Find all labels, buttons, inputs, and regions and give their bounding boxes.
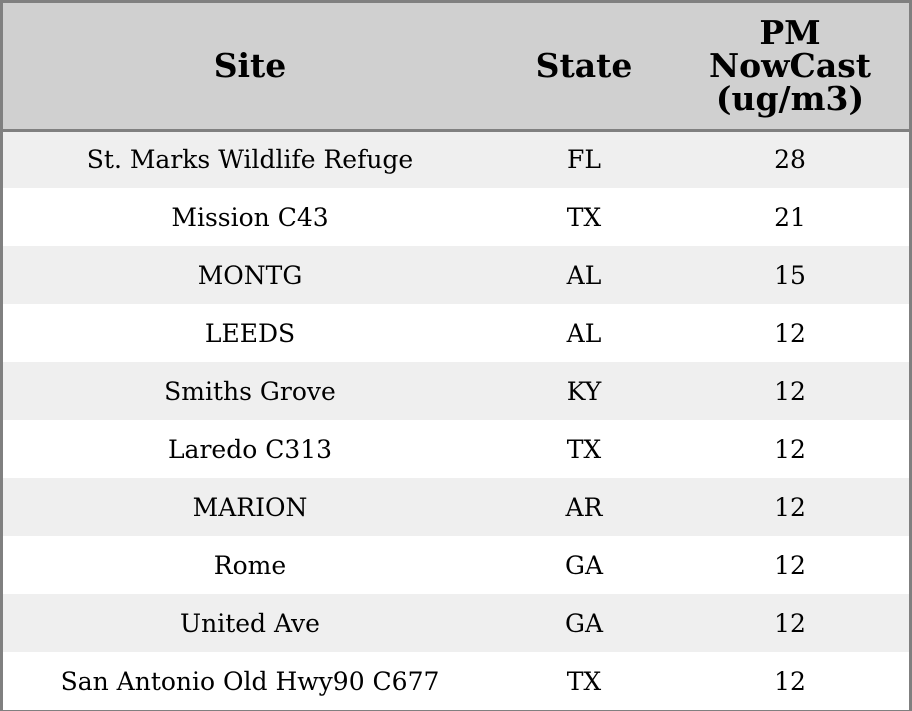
cell-site: LEEDS [204,318,296,348]
cell-value: 12 [774,376,806,406]
table-row: Smiths Grove KY 12 [3,362,909,420]
header-value-line-3: (ug/m3) [715,79,865,119]
cell-value: 28 [774,145,806,175]
table-row: United Ave GA 12 [3,594,909,652]
header-value: PM NowCast (ug/m3) [671,3,909,132]
cell-value: 12 [774,318,806,348]
cell-state: FL [567,145,601,175]
cell-value: 12 [774,492,806,522]
cell-site: United Ave [180,608,320,638]
cell-value: 12 [774,666,806,696]
cell-site: St. Marks Wildlife Refuge [86,145,414,175]
cell-value: 15 [774,260,806,290]
table-row: MONTG AL 15 [3,246,909,304]
table-row: St. Marks Wildlife Refuge FL 28 [3,130,909,188]
table-row: Mission C43 TX 21 [3,188,909,246]
cell-site: Smiths Grove [164,376,336,406]
cell-state: AR [565,492,603,522]
table-row: San Antonio Old Hwy90 C677 TX 12 [3,652,909,710]
cell-state: TX [566,202,602,232]
cell-site: MARION [192,492,308,522]
cell-value: 21 [774,202,806,232]
table-row: Rome GA 12 [3,536,909,594]
cell-state: AL [566,260,602,290]
table-row: MARION AR 12 [3,478,909,536]
cell-site: MONTG [197,260,303,290]
table-row: LEEDS AL 12 [3,304,909,362]
cell-state: GA [564,608,604,638]
cell-value: 12 [774,608,806,638]
header-value-line-1: PM [759,13,821,53]
table-row: Laredo C313 TX 12 [3,420,909,478]
cell-site: Laredo C313 [167,434,333,464]
cell-site: San Antonio Old Hwy90 C677 [60,666,440,696]
header-state-line: State [535,46,633,86]
cell-state: TX [566,666,602,696]
cell-state: AL [566,318,602,348]
header-site: Site [3,3,497,132]
header-row: Site State PM NowCast (ug/m3) [3,3,909,132]
header-state: State [497,3,671,132]
cell-site: Rome [213,550,287,580]
cell-state: KY [566,376,602,406]
cell-site: Mission C43 [171,202,329,232]
cell-value: 12 [774,550,806,580]
cell-state: GA [564,550,604,580]
cell-value: 12 [774,434,806,464]
header-value-line-2: NowCast [708,46,872,86]
cell-state: TX [566,434,602,464]
data-table: Site State PM NowCast (ug/m3) St. Marks … [3,3,909,710]
header-site-line: Site [213,46,287,86]
